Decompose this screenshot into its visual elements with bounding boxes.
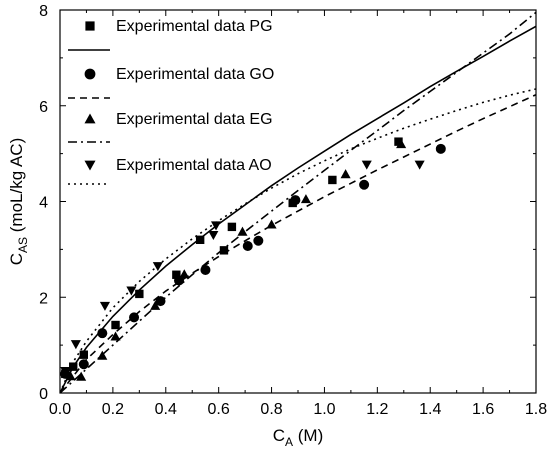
data-point-triangle-up xyxy=(266,219,277,229)
x-tick-label: 1.4 xyxy=(419,401,441,418)
data-point-circle xyxy=(253,235,264,246)
model-curve-dotted xyxy=(60,88,536,393)
data-point-circle xyxy=(200,264,211,275)
data-point-square xyxy=(394,137,403,146)
legend: Experimental data PG Experimental data GO… xyxy=(68,18,274,185)
legend-marker-square xyxy=(85,21,95,31)
data-point-square xyxy=(79,350,88,359)
legend-marker-triangle-up xyxy=(84,113,96,124)
data-point-triangle-down xyxy=(60,366,71,377)
legend-label: Experimental data AO xyxy=(116,157,272,174)
data-point-circle xyxy=(435,143,446,154)
x-tick-label: 0.2 xyxy=(102,401,124,418)
x-tick-label: 1.0 xyxy=(313,401,335,418)
data-point-triangle-up xyxy=(179,269,190,279)
x-tick-label: 0.0 xyxy=(49,401,71,418)
data-point-circle xyxy=(359,179,370,190)
data-point-square xyxy=(111,320,120,330)
plot-area xyxy=(60,11,536,393)
x-tick-label: 1.6 xyxy=(472,401,494,418)
data-point-circle xyxy=(155,296,166,307)
data-point-triangle-up xyxy=(396,139,407,149)
legend-label: Experimental data EG xyxy=(116,111,273,128)
data-point-triangle-down xyxy=(126,286,137,296)
data-point-square xyxy=(219,246,229,255)
y-axis-title: CAS (moL/kg AC) xyxy=(7,138,30,266)
legend-marker-triangle-down xyxy=(84,160,96,171)
legend-label: Experimental data GO xyxy=(116,66,274,83)
data-point-circle xyxy=(129,312,140,323)
y-tick-label: 0 xyxy=(39,386,48,403)
data-point-square xyxy=(227,222,237,232)
x-tick-label: 1.2 xyxy=(366,401,388,418)
data-point-triangle-up xyxy=(340,169,351,179)
data-point-circle xyxy=(78,359,89,370)
data-point-square xyxy=(328,175,337,185)
data-point-circle xyxy=(242,241,253,252)
data-point-triangle-up xyxy=(65,371,76,381)
data-point-triangle-down xyxy=(152,262,163,272)
x-tick-label: 1.8 xyxy=(525,401,547,418)
data-point-circle xyxy=(290,195,301,206)
data-point-triangle-up xyxy=(76,371,87,381)
data-point-triangle-down xyxy=(70,340,81,350)
data-point-triangle-up xyxy=(150,300,161,310)
model-curve-solid xyxy=(60,25,536,393)
data-point-circle xyxy=(97,328,108,339)
y-tick-label: 2 xyxy=(39,290,48,307)
model-curve-dashed xyxy=(60,94,536,393)
data-point-triangle-up xyxy=(237,226,248,236)
y-tick-label: 8 xyxy=(39,3,48,20)
data-point-triangle-down xyxy=(99,301,110,311)
data-point-square xyxy=(195,235,205,244)
legend-label: Experimental data PG xyxy=(116,18,273,35)
y-tick-label: 4 xyxy=(39,195,48,212)
axes: 0.0 0.2 0.4 0.6 0.8 1.0 1.2 1.4 1.6 1.8 0 2 4 6 8 CA (M… xyxy=(7,3,547,449)
model-curve-dashdot xyxy=(60,11,536,393)
legend-marker-circle xyxy=(84,68,96,80)
data-point-square xyxy=(172,270,181,279)
x-axis-title: CA (M) xyxy=(273,426,324,449)
data-point-triangle-up xyxy=(300,194,311,204)
data-point-triangle-up xyxy=(110,331,121,341)
data-point-triangle-down xyxy=(208,230,219,241)
data-point-square xyxy=(69,362,78,371)
data-point-triangle-down xyxy=(210,221,222,231)
data-point-triangle-down xyxy=(414,160,425,170)
data-point-square xyxy=(135,289,144,299)
x-tick-label: 0.4 xyxy=(155,401,177,418)
y-tick-label: 6 xyxy=(39,99,48,116)
x-tick-label: 0.6 xyxy=(208,401,230,418)
data-point-triangle-up xyxy=(97,350,108,360)
x-tick-label: 0.8 xyxy=(260,401,282,418)
data-point-triangle-down xyxy=(361,160,372,170)
